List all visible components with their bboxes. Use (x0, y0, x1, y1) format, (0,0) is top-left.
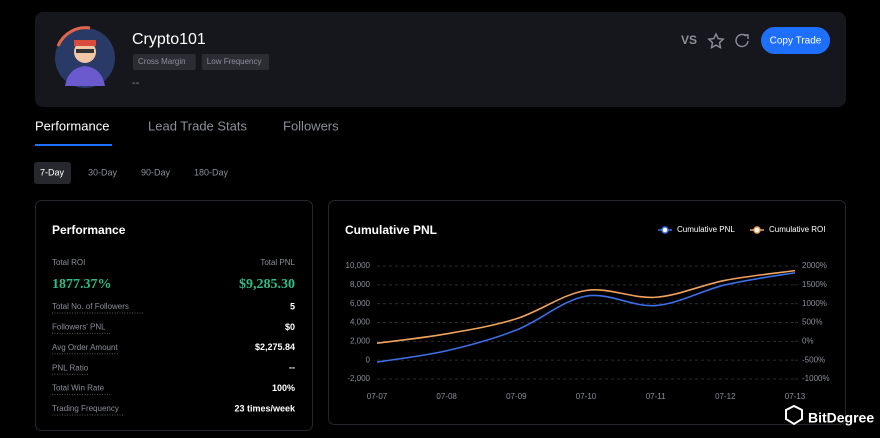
profile-card (35, 12, 846, 107)
legend-label: Cumulative PNL (677, 225, 735, 234)
y-tick-label: -2,000 (347, 374, 370, 383)
stat-value: $2,275.84 (255, 342, 295, 352)
tag-label: Low Frequency (207, 57, 262, 66)
y-tick-label: 10,000 (346, 261, 371, 270)
legend-label: Cumulative ROI (769, 225, 825, 234)
y-tick-label: 6,000 (350, 299, 371, 308)
tab[interactable]: Performance (35, 118, 109, 133)
stat-label: Total Win Rate (52, 384, 105, 393)
vs-button[interactable]: VS (681, 33, 697, 47)
series-line (376, 269, 796, 345)
copy-trade-button[interactable] (761, 27, 830, 54)
tag-label: Cross Margin (138, 57, 186, 66)
period-option[interactable]: 30-Day (88, 167, 118, 177)
stat-label: Followers' PNL (52, 323, 106, 332)
legend-swatch-dot (661, 226, 669, 234)
tag-chip (201, 54, 269, 70)
watermark-logo (785, 404, 803, 426)
y2-tick-label: 1000% (802, 299, 827, 308)
x-tick-label: 07-11 (646, 392, 666, 401)
stat-value: -- (289, 363, 295, 373)
description: -- (132, 77, 140, 89)
period-active-bg (34, 162, 71, 184)
copy-trade-label[interactable]: Copy Trade (770, 36, 822, 47)
x-tick-label: 07-10 (576, 392, 597, 401)
x-tick-label: 07-12 (715, 392, 736, 401)
y2-tick-label: -500% (802, 355, 825, 364)
y2-tick-label: 500% (802, 318, 822, 327)
tab[interactable]: Followers (283, 118, 339, 133)
series-line (376, 271, 796, 363)
y-tick-label: 4,000 (350, 318, 371, 327)
trader-name: Crypto101 (132, 31, 206, 48)
y2-tick-label: 1500% (802, 280, 827, 289)
pnl-value: $9,285.30 (239, 277, 295, 292)
period-option[interactable]: 90-Day (141, 167, 171, 177)
tag-chip (133, 54, 196, 70)
x-tick-label: 07-09 (506, 392, 527, 401)
y2-tick-label: -1000% (802, 374, 830, 383)
pnl-label: Total PNL (260, 258, 295, 267)
stat-value: 23 times/week (234, 403, 296, 413)
watermark: BitDegree (808, 410, 874, 426)
favorite-icon[interactable] (707, 32, 725, 49)
stat-value: 100% (272, 383, 295, 393)
stat-value: $0 (285, 322, 295, 332)
y2-tick-label: 0% (802, 336, 814, 345)
stat-label: Total No. of Followers (52, 302, 129, 311)
stat-label: Avg Order Amount (52, 343, 118, 352)
y2-tick-label: 2000% (802, 261, 827, 270)
stat-label: Trading Frequency (52, 404, 119, 413)
period-option[interactable]: 180-Day (194, 167, 229, 177)
stat-label: PNL Ratio (52, 363, 89, 372)
roi-value: 1877.37% (52, 277, 112, 292)
share-icon[interactable] (735, 33, 749, 48)
avatar (55, 26, 115, 88)
y-tick-label: 8,000 (350, 280, 371, 289)
x-tick-label: 07-07 (367, 392, 388, 401)
tab[interactable]: Lead Trade Stats (148, 118, 248, 133)
stat-value: 5 (290, 301, 295, 311)
roi-label: Total ROI (52, 258, 85, 267)
x-tick-label: 07-13 (785, 392, 806, 401)
y-tick-label: 0 (366, 355, 371, 364)
y-tick-label: 2,000 (350, 336, 371, 345)
period-option[interactable]: 7-Day (40, 167, 65, 177)
performance-card (35, 200, 313, 431)
active-tab-underline (35, 144, 112, 146)
chart-title: Cumulative PNL (345, 223, 437, 237)
legend-swatch-dot (753, 226, 761, 234)
performance-title: Performance (52, 223, 126, 237)
chart-card (328, 200, 846, 425)
x-tick-label: 07-08 (436, 392, 457, 401)
